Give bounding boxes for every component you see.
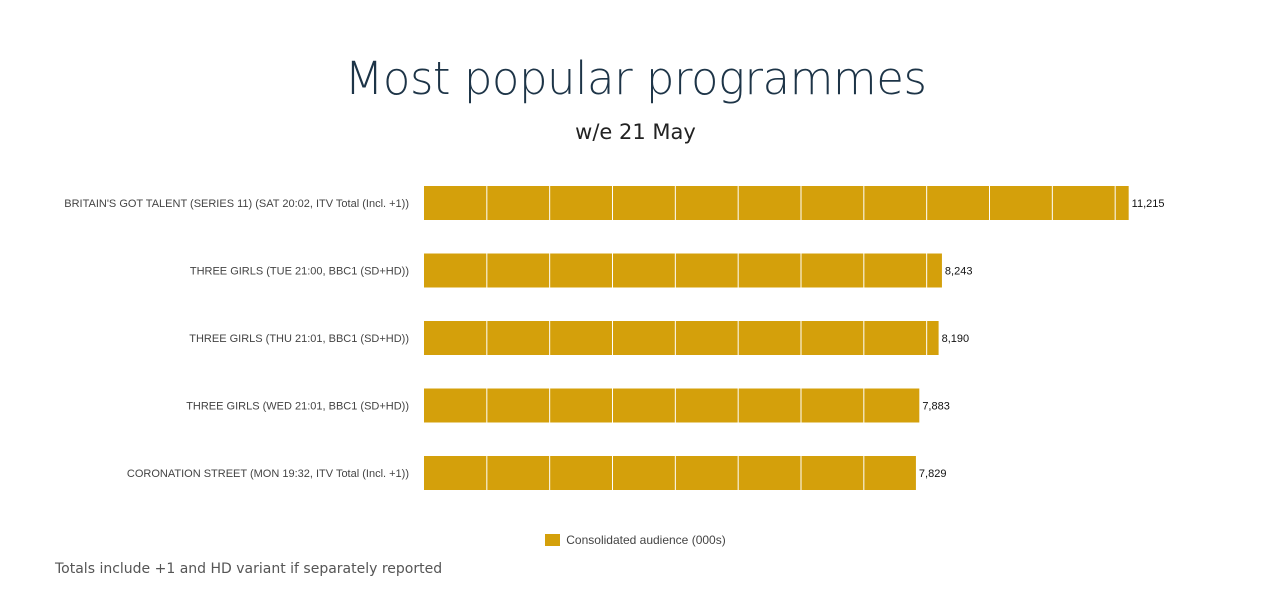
bars-layer <box>424 186 1129 490</box>
category-label: THREE GIRLS (TUE 21:00, BBC1 (SD+HD)) <box>190 266 409 278</box>
value-label: 8,243 <box>945 266 973 278</box>
grid-layer <box>486 186 1116 490</box>
value-label: 7,883 <box>922 401 950 413</box>
category-label: THREE GIRLS (WED 21:01, BBC1 (SD+HD)) <box>186 401 409 413</box>
category-label: THREE GIRLS (THU 21:01, BBC1 (SD+HD)) <box>189 333 409 345</box>
legend-swatch <box>545 534 561 546</box>
category-label: CORONATION STREET (MON 19:32, ITV Total … <box>127 468 409 480</box>
legend: Consolidated audience (000s) <box>0 533 1271 547</box>
bar <box>424 388 920 423</box>
bar <box>424 253 942 288</box>
value-label: 11,215 <box>1132 198 1165 210</box>
bar <box>424 186 1129 220</box>
bar-chart: BRITAIN'S GOT TALENT (SERIES 11) (SAT 20… <box>64 186 1165 490</box>
labels-layer: BRITAIN'S GOT TALENT (SERIES 11) (SAT 20… <box>64 198 1164 480</box>
footnote: Totals include +1 and HD variant if sepa… <box>55 561 443 577</box>
chart-subtitle: w/e 21 May <box>575 120 696 144</box>
value-label: 8,190 <box>942 333 970 345</box>
bar <box>424 456 916 490</box>
bar <box>424 321 939 355</box>
chart-title: Most popular programmes <box>344 52 927 105</box>
category-label: BRITAIN'S GOT TALENT (SERIES 11) (SAT 20… <box>64 198 409 210</box>
value-label: 7,829 <box>919 468 947 480</box>
legend-label: Consolidated audience (000s) <box>566 533 726 547</box>
